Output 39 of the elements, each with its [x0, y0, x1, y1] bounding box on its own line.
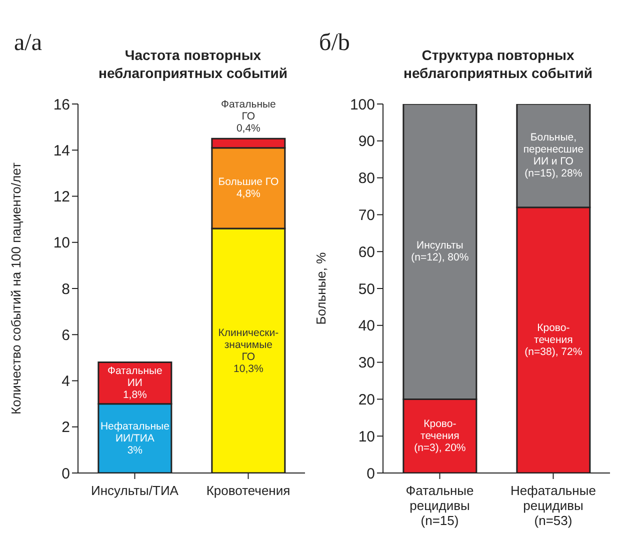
x-tick-label: Нефатальные рецидивы (n=53)	[510, 483, 596, 528]
chart-title: Структура повторных неблагоприятных событий	[402, 46, 594, 82]
data-label: Инсульты (n=12), 80%	[411, 240, 469, 264]
y-tick-label: 50	[358, 280, 375, 298]
data-label: Крово- течения (n=3), 20%	[414, 418, 466, 454]
y-tick-label: 8	[62, 280, 70, 298]
y-tick-label: 90	[358, 133, 375, 150]
y-axis-title: Больные, %	[314, 252, 329, 325]
y-tick-label: 60	[358, 244, 375, 261]
x-tick-label: Инсульты/ТИА	[91, 483, 179, 498]
y-tick-label: 30	[358, 354, 375, 372]
y-tick-label: 16	[53, 96, 70, 114]
text: а/a	[14, 30, 42, 57]
data-label: Фатальные ГО 0,4%	[220, 98, 276, 135]
data-label: Фатальные ИИ 1,8%	[107, 365, 163, 402]
y-tick-label: 10	[53, 234, 70, 252]
y-tick-label: 14	[53, 142, 70, 160]
y-tick-label: 0	[62, 465, 70, 482]
data-label: Клинически- значимые ГО 10,3%	[218, 326, 280, 375]
text: б/b	[319, 30, 350, 57]
data-label: Большие ГО 4,8%	[218, 176, 279, 200]
data-label: Крово- течения (n=38), 72%	[524, 322, 582, 358]
y-tick-label: 10	[358, 428, 375, 446]
y-tick-label: 6	[62, 326, 70, 344]
y-tick-label: 2	[62, 419, 70, 436]
x-tick-label: Фатальные рецидивы (n=15)	[406, 483, 474, 528]
y-tick-label: 20	[358, 392, 375, 409]
y-tick-label: 80	[358, 170, 375, 188]
data-label: Больные, перенесшие ИИ и ГО (n=15), 28%	[523, 132, 584, 180]
y-tick-label: 40	[358, 318, 375, 335]
y-tick-label: 100	[350, 96, 375, 114]
y-tick-label: 0	[366, 465, 375, 482]
data-label: Нефатальные ИИ/ТИА 3%	[100, 420, 170, 456]
chart-title: Частота повторных неблагоприятных событий	[98, 46, 288, 82]
y-tick-label: 70	[358, 207, 375, 224]
y-tick-label: 12	[53, 188, 70, 206]
x-tick-label: Кровотечения	[206, 483, 290, 498]
y-axis-title: Количество событий на 100 пациенто/лет	[8, 162, 24, 414]
y-tick-label: 4	[62, 373, 70, 390]
